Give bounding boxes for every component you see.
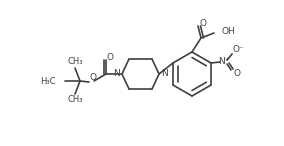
Text: H₃C: H₃C — [41, 77, 56, 86]
Text: O: O — [106, 53, 114, 62]
Text: N: N — [161, 68, 167, 78]
Text: CH₃: CH₃ — [67, 58, 83, 66]
Text: OH: OH — [221, 27, 235, 36]
Text: O: O — [233, 69, 241, 79]
Text: N: N — [114, 68, 120, 78]
Text: O: O — [89, 73, 97, 81]
Text: O: O — [199, 19, 206, 27]
Text: O⁻: O⁻ — [232, 46, 244, 54]
Text: CH₃: CH₃ — [67, 95, 83, 105]
Text: N⁺: N⁺ — [218, 58, 230, 66]
